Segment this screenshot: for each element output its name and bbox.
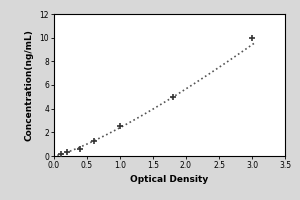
X-axis label: Optical Density: Optical Density — [130, 175, 208, 184]
Y-axis label: Concentration(ng/mL): Concentration(ng/mL) — [25, 29, 34, 141]
